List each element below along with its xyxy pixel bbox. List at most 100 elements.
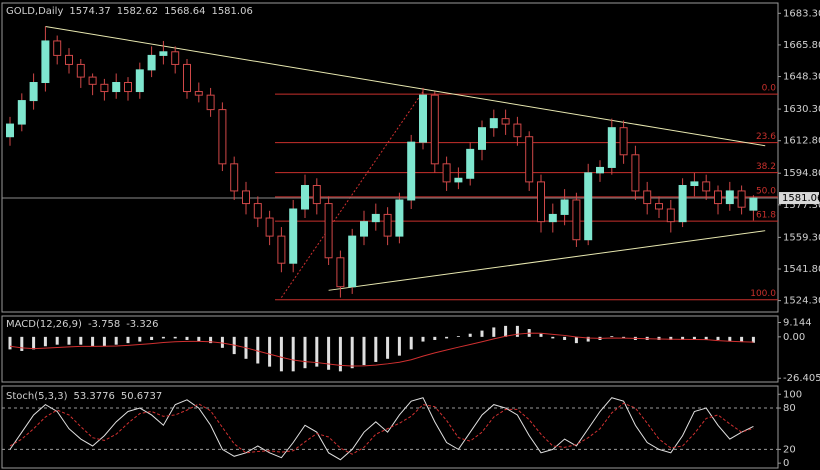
candle-body <box>560 199 569 215</box>
candle-body <box>324 203 333 259</box>
candle-body <box>371 213 380 223</box>
macd-bar <box>492 327 496 337</box>
candle-body <box>135 69 144 93</box>
main-panel <box>1 2 779 313</box>
candle-body <box>678 185 687 223</box>
macd-bar <box>740 336 744 342</box>
panel-header: Stoch(5,3,3) 53.3776 50.6737 <box>6 391 162 402</box>
macd-bar <box>386 336 390 359</box>
macd-bar <box>303 336 307 369</box>
candle-body <box>643 190 652 205</box>
y-tick-label: 1612.80 <box>783 136 820 147</box>
y-tick-label: 1665.80 <box>783 40 820 51</box>
fib-label: 38.2 <box>756 162 776 172</box>
candle-body <box>596 166 604 174</box>
candle-body <box>183 63 191 93</box>
stoch-panel <box>1 385 779 469</box>
header-value: 50.6737 <box>121 391 162 402</box>
macd-bar <box>433 336 437 340</box>
macd-bar <box>421 336 425 342</box>
header-value: 53.3776 <box>73 391 114 402</box>
y-tick-label: 80 <box>783 403 796 414</box>
macd-bar <box>374 336 378 362</box>
candle-body <box>194 91 203 96</box>
candle-body <box>112 82 121 93</box>
candle-body <box>65 54 73 65</box>
y-tick-label: 1577.30 <box>783 200 820 211</box>
macd-bar <box>291 336 295 372</box>
macd-bar <box>681 336 685 340</box>
candle-body <box>513 123 522 138</box>
candle-body <box>584 172 593 241</box>
trendline <box>328 230 766 291</box>
candle-body <box>714 190 722 205</box>
y-tick-label: -26.405 <box>783 373 820 384</box>
panel-header: MACD(12,26,9) -3.758 -3.326 <box>6 319 158 330</box>
header-value: -3.758 <box>88 319 120 330</box>
y-tick-label: 1648.30 <box>783 72 820 83</box>
candle-body <box>53 40 62 56</box>
macd-bar <box>539 333 543 337</box>
stoch-line <box>9 402 754 455</box>
macd-bar <box>716 336 720 340</box>
candle-body <box>737 190 746 208</box>
candle-body <box>41 40 50 84</box>
macd-bar <box>728 336 732 342</box>
candle-body <box>76 63 85 78</box>
macd-bar <box>20 336 24 351</box>
macd-bar <box>43 336 47 347</box>
signal-line <box>9 332 754 367</box>
header-value: 1582.62 <box>117 6 158 17</box>
macd-bar <box>126 336 130 344</box>
candle-body <box>478 127 486 150</box>
macd-bar <box>338 336 342 372</box>
candle-body <box>88 76 97 85</box>
candle-body <box>348 235 357 288</box>
macd-bar <box>445 336 449 339</box>
y-tick-label: 0 <box>783 458 789 469</box>
candle-body <box>277 235 286 264</box>
macd-bar <box>362 336 366 366</box>
macd-bar <box>79 336 83 345</box>
y-tick-label: 1541.80 <box>783 264 820 275</box>
macd-bar <box>185 336 189 340</box>
macd-bar <box>574 336 578 344</box>
macd-bar <box>161 336 165 339</box>
macd-bar <box>610 336 614 337</box>
macd-bar <box>268 336 272 367</box>
macd-bar <box>504 325 508 337</box>
candle-body <box>206 94 215 111</box>
y-tick-label: 1683.30 <box>783 8 820 19</box>
macd-bar <box>669 336 673 340</box>
candle-body <box>171 51 180 65</box>
macd-bar <box>150 336 154 340</box>
macd-bar <box>315 336 319 367</box>
macd-bar <box>586 336 590 342</box>
candle-body <box>454 177 463 183</box>
candle-body <box>725 190 734 205</box>
candle-body <box>289 208 298 264</box>
candle-body <box>466 148 475 179</box>
macd-bar <box>751 336 755 343</box>
macd-bar <box>67 336 71 345</box>
indicator-title: Stoch(5,3,3) <box>6 391 68 402</box>
macd-bar <box>32 336 36 350</box>
y-tick-label: 9.144 <box>783 318 812 329</box>
header-value: 1568.64 <box>164 6 205 17</box>
candle-body <box>230 163 239 192</box>
candle-body <box>360 221 368 237</box>
candle-body <box>690 181 699 187</box>
macd-bar <box>102 336 106 347</box>
candle-body <box>525 136 534 183</box>
candle-body <box>6 123 14 138</box>
macd-bar <box>279 336 283 372</box>
candle-body <box>312 185 321 205</box>
trendline <box>45 25 766 147</box>
fib-label: 100.0 <box>750 289 776 299</box>
y-tick-label: 100 <box>783 389 802 400</box>
macd-bar <box>409 336 413 350</box>
macd-bar <box>704 336 708 340</box>
fib-label: 50.0 <box>756 186 776 196</box>
indicator-title: MACD(12,26,9) <box>6 319 82 330</box>
